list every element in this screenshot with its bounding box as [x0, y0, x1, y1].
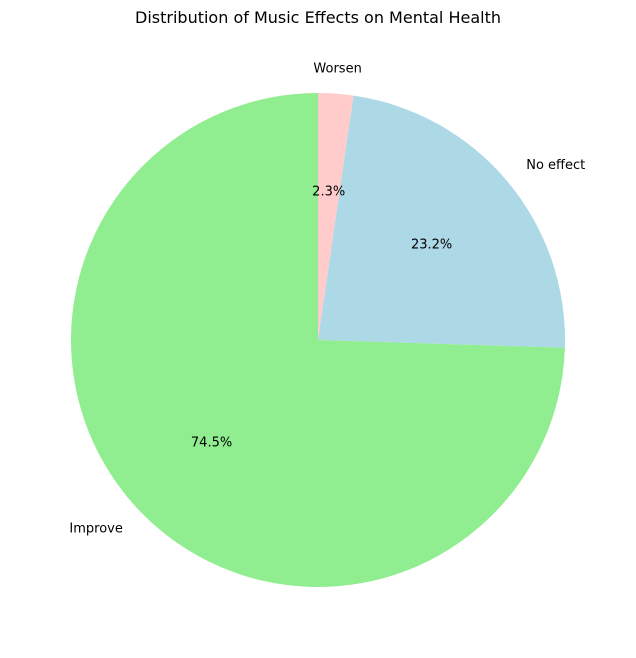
slice-label-improve: Improve: [69, 522, 122, 537]
pie-slices: [71, 93, 565, 587]
chart-title: Distribution of Music Effects on Mental …: [135, 8, 501, 27]
slice-percent-worsen: 2.3%: [312, 185, 345, 200]
pie-slice-no-effect: [318, 95, 565, 348]
slice-percent-no-effect: 23.2%: [411, 237, 452, 252]
slice-label-worsen: Worsen: [313, 62, 361, 77]
pie-slice-improve: [71, 93, 565, 587]
slice-label-no-effect: No effect: [526, 158, 585, 173]
slice-percent-improve: 74.5%: [191, 436, 232, 451]
pie-labels: Worsen 2.3% No effect 23.2% Improve 74.5%: [69, 62, 585, 537]
pie-slice-worsen: [318, 93, 354, 340]
